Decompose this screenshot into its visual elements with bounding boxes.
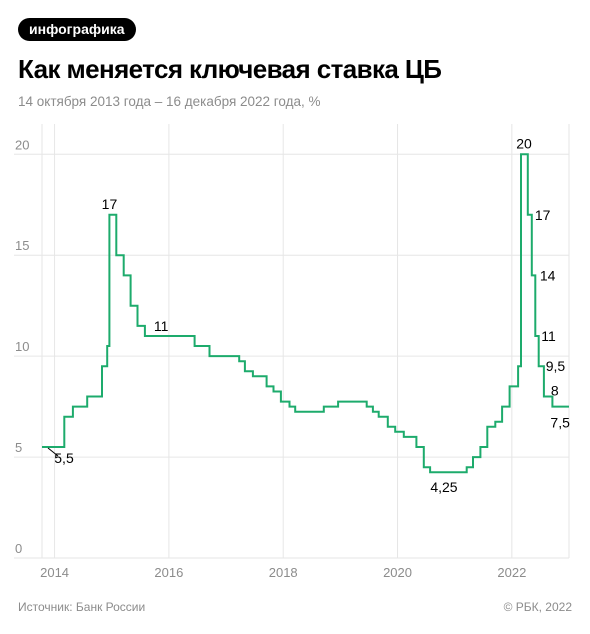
data-label: 9,5 (546, 358, 566, 374)
data-label: 14 (540, 267, 556, 283)
source-note: Источник: Банк России (18, 600, 146, 614)
data-label: 4,25 (430, 479, 457, 495)
data-label: 17 (102, 196, 118, 212)
chart-subtitle: 14 октября 2013 года – 16 декабря 2022 г… (18, 94, 321, 109)
y-tick-label: 5 (15, 440, 22, 455)
category-badge: инфографика (18, 18, 136, 41)
y-tick-label: 15 (15, 238, 29, 253)
x-tick-label: 2020 (383, 565, 412, 580)
data-label: 8 (551, 383, 559, 399)
x-tick-label: 2018 (269, 565, 298, 580)
data-label: 11 (541, 328, 556, 344)
copyright-note: © РБК, 2022 (503, 600, 572, 614)
y-tick-label: 10 (15, 339, 29, 354)
annotation-leader (47, 447, 59, 457)
key-rate-line (42, 153, 569, 474)
data-label: 7,5 (550, 415, 570, 431)
chart-title: Как меняется ключевая ставка ЦБ (18, 54, 442, 84)
data-label: 17 (535, 207, 551, 223)
y-tick-label: 0 (15, 541, 22, 556)
data-label: 20 (516, 135, 532, 151)
data-label: 5,5 (54, 450, 74, 466)
x-tick-label: 2022 (497, 565, 526, 580)
data-label: 11 (154, 318, 169, 334)
x-tick-label: 2014 (40, 565, 69, 580)
x-tick-label: 2016 (154, 565, 183, 580)
y-tick-label: 20 (15, 137, 29, 152)
